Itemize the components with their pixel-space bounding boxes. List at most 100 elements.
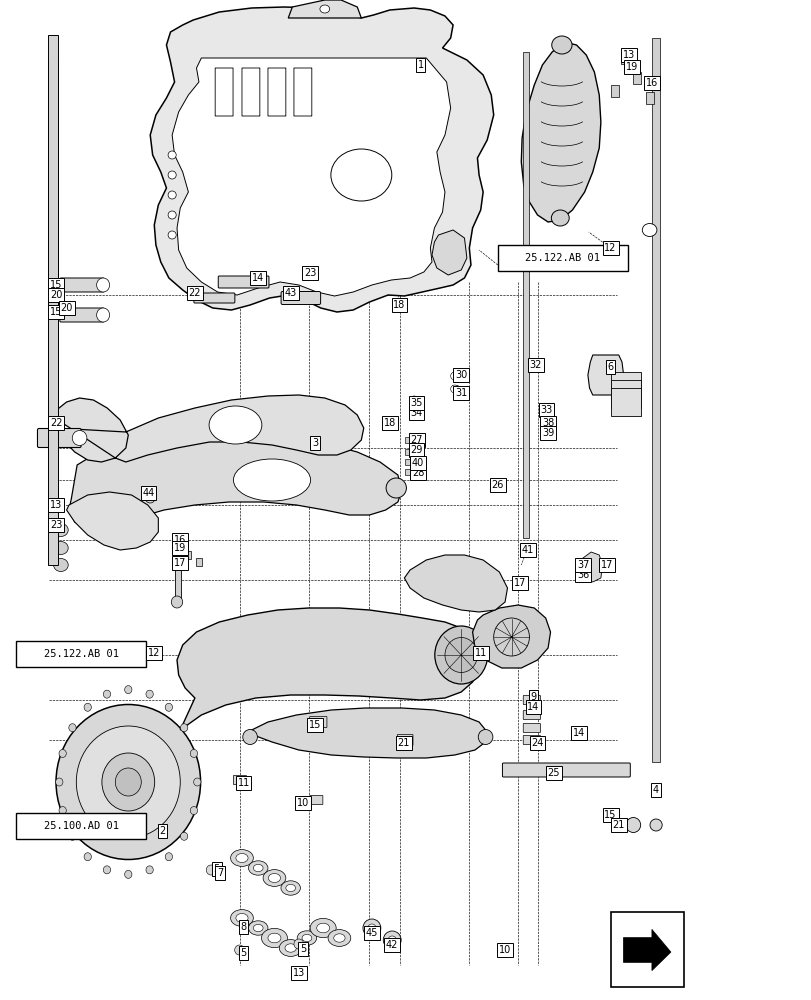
Text: 31: 31 <box>454 388 467 398</box>
Ellipse shape <box>435 626 487 684</box>
Ellipse shape <box>478 730 492 744</box>
Ellipse shape <box>165 853 172 861</box>
Polygon shape <box>247 708 487 758</box>
Ellipse shape <box>450 385 458 393</box>
Text: 16: 16 <box>174 535 187 545</box>
Text: 30: 30 <box>454 370 467 380</box>
Bar <box>610 912 683 987</box>
Polygon shape <box>150 7 493 312</box>
Polygon shape <box>50 395 363 462</box>
Ellipse shape <box>230 910 253 926</box>
Text: 15: 15 <box>49 307 62 317</box>
Polygon shape <box>521 42 600 222</box>
Text: 15: 15 <box>49 280 62 290</box>
Ellipse shape <box>54 558 68 572</box>
FancyBboxPatch shape <box>294 68 311 116</box>
Text: 14: 14 <box>526 702 539 712</box>
Text: 6: 6 <box>607 362 613 372</box>
Text: 43: 43 <box>284 288 297 298</box>
Polygon shape <box>69 438 401 528</box>
Text: 29: 29 <box>410 445 423 455</box>
Bar <box>16 641 146 667</box>
Text: 18: 18 <box>393 300 406 310</box>
Ellipse shape <box>146 866 153 874</box>
Bar <box>48 60 58 520</box>
FancyBboxPatch shape <box>309 716 327 728</box>
Ellipse shape <box>234 945 244 955</box>
FancyBboxPatch shape <box>60 308 104 322</box>
Ellipse shape <box>281 881 300 895</box>
Text: 39: 39 <box>541 428 554 438</box>
Ellipse shape <box>54 524 68 536</box>
Bar <box>497 245 627 271</box>
Ellipse shape <box>268 874 281 882</box>
Ellipse shape <box>84 853 92 861</box>
Text: 20: 20 <box>60 303 73 313</box>
Bar <box>651 38 659 762</box>
FancyBboxPatch shape <box>281 292 320 304</box>
Text: 17: 17 <box>600 560 613 570</box>
FancyBboxPatch shape <box>502 763 629 777</box>
FancyBboxPatch shape <box>215 68 233 116</box>
Text: 28: 28 <box>411 468 424 478</box>
Ellipse shape <box>55 778 63 786</box>
FancyBboxPatch shape <box>194 293 234 303</box>
FancyBboxPatch shape <box>60 278 104 292</box>
Ellipse shape <box>84 703 92 711</box>
Ellipse shape <box>302 934 311 942</box>
Polygon shape <box>587 355 623 395</box>
Ellipse shape <box>206 865 216 875</box>
Text: 10: 10 <box>498 945 511 955</box>
Polygon shape <box>472 605 550 668</box>
Ellipse shape <box>190 807 197 815</box>
Text: 5: 5 <box>299 944 306 954</box>
Ellipse shape <box>649 819 662 831</box>
Ellipse shape <box>145 493 155 503</box>
Ellipse shape <box>294 939 303 949</box>
Text: 5: 5 <box>240 948 247 958</box>
Text: 25.122.AB 01: 25.122.AB 01 <box>525 253 599 263</box>
Text: 26: 26 <box>491 480 504 490</box>
Text: 34: 34 <box>410 408 423 418</box>
Text: 14: 14 <box>572 728 585 738</box>
Bar <box>174 565 180 600</box>
Ellipse shape <box>551 210 569 226</box>
Text: 1: 1 <box>417 60 423 70</box>
Text: 33: 33 <box>539 405 552 415</box>
Ellipse shape <box>261 928 287 948</box>
Ellipse shape <box>230 850 253 866</box>
Bar <box>48 35 58 565</box>
Ellipse shape <box>59 749 67 757</box>
Ellipse shape <box>363 919 380 937</box>
Ellipse shape <box>168 231 176 239</box>
Text: 18: 18 <box>383 418 396 428</box>
Ellipse shape <box>253 864 263 872</box>
Ellipse shape <box>234 459 311 501</box>
Text: 42: 42 <box>385 940 398 950</box>
Ellipse shape <box>248 861 268 875</box>
Ellipse shape <box>285 884 295 892</box>
Polygon shape <box>67 492 158 550</box>
Ellipse shape <box>263 870 285 886</box>
Text: 12: 12 <box>148 648 161 658</box>
Text: 17: 17 <box>174 558 187 568</box>
FancyBboxPatch shape <box>522 736 540 744</box>
Ellipse shape <box>410 396 418 404</box>
FancyBboxPatch shape <box>522 696 540 704</box>
Text: 15: 15 <box>308 720 321 730</box>
Ellipse shape <box>168 171 176 179</box>
FancyBboxPatch shape <box>233 775 247 784</box>
Text: 12: 12 <box>603 243 616 253</box>
Ellipse shape <box>101 753 154 811</box>
Ellipse shape <box>625 817 640 832</box>
Ellipse shape <box>551 36 571 54</box>
Bar <box>405 459 414 465</box>
Bar <box>610 388 641 416</box>
Bar <box>16 813 146 839</box>
Text: 10: 10 <box>296 798 309 808</box>
Ellipse shape <box>180 832 187 840</box>
Ellipse shape <box>383 931 401 949</box>
Polygon shape <box>177 608 478 730</box>
Ellipse shape <box>194 778 201 786</box>
Ellipse shape <box>190 749 197 757</box>
